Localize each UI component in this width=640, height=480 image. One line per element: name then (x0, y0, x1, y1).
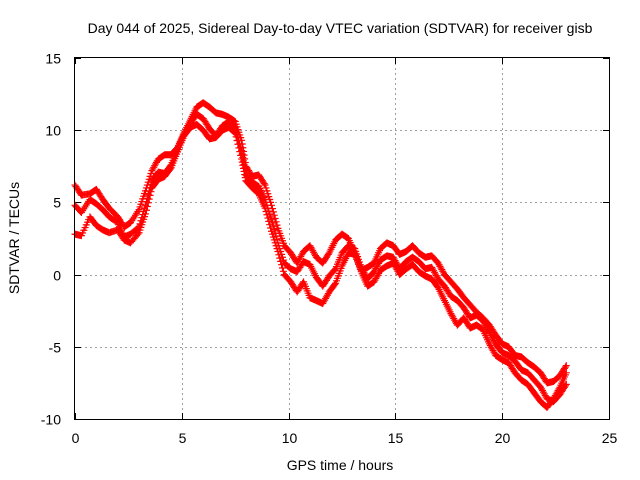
data-point (562, 362, 570, 370)
data-point (239, 164, 247, 172)
x-tick-label: 20 (495, 430, 511, 446)
data-point (279, 267, 287, 275)
data-point (265, 217, 273, 225)
series-track-c (71, 120, 570, 411)
data-point (143, 203, 151, 211)
data-point (272, 218, 280, 226)
data-points (71, 99, 570, 411)
data-point (269, 208, 277, 216)
data-point (278, 264, 286, 272)
data-point (144, 199, 152, 207)
data-point (562, 369, 570, 377)
data-point (234, 140, 242, 148)
x-axis-label: GPS time / hours (287, 457, 394, 473)
data-point (241, 174, 249, 182)
data-point (264, 214, 272, 222)
y-tick-label: -5 (49, 340, 62, 356)
data-point (166, 165, 174, 173)
x-tick-label: 0 (72, 430, 80, 446)
data-point (232, 133, 240, 141)
data-point (260, 180, 268, 188)
data-point (236, 148, 244, 156)
data-point (555, 385, 563, 393)
y-axis-label: SDTVAR / TECUs (6, 182, 22, 294)
data-point (261, 204, 269, 212)
y-tick-label: 5 (53, 195, 61, 211)
data-point (238, 158, 246, 166)
data-point (142, 206, 150, 214)
data-point (238, 155, 246, 163)
data-point (278, 261, 286, 269)
y-tick-label: 0 (53, 268, 61, 284)
y-tick-labels: -10 -5 0 5 10 15 (41, 51, 61, 428)
plot-frame (74, 57, 610, 420)
data-point (267, 224, 275, 232)
data-point (231, 129, 239, 137)
x-tick-label: 25 (602, 430, 618, 446)
x-tick-label: 10 (282, 430, 298, 446)
data-point (266, 221, 274, 229)
y-tick-label: 10 (45, 123, 61, 139)
x-tick-label: 15 (388, 430, 404, 446)
data-point (276, 254, 284, 262)
chart-title: Day 044 of 2025, Sidereal Day-to-day VTE… (88, 20, 593, 36)
data-point (263, 211, 271, 219)
x-tick-label: 5 (179, 430, 187, 446)
y-tick-label: 15 (45, 51, 61, 67)
data-point (275, 251, 283, 259)
data-point (562, 380, 570, 388)
data-point (271, 214, 279, 222)
data-point (561, 382, 569, 390)
data-point (237, 151, 245, 159)
data-point (273, 221, 281, 229)
data-point (233, 137, 241, 145)
data-point (145, 195, 153, 203)
data-point (230, 128, 238, 136)
data-point (274, 247, 282, 255)
data-point (146, 191, 154, 199)
grid-lines (75, 58, 609, 419)
data-point (235, 144, 243, 152)
data-point (277, 257, 285, 265)
data-point (331, 281, 339, 289)
y-tick-label: -10 (41, 412, 61, 428)
data-point (241, 171, 249, 179)
data-point (561, 363, 569, 371)
data-point (141, 210, 149, 218)
data-point (239, 161, 247, 169)
x-tick-labels: 0 5 10 15 20 25 (72, 430, 618, 446)
data-point (134, 230, 142, 238)
data-point (262, 207, 270, 215)
data-point (270, 211, 278, 219)
data-point (240, 167, 248, 175)
data-point (147, 188, 155, 196)
